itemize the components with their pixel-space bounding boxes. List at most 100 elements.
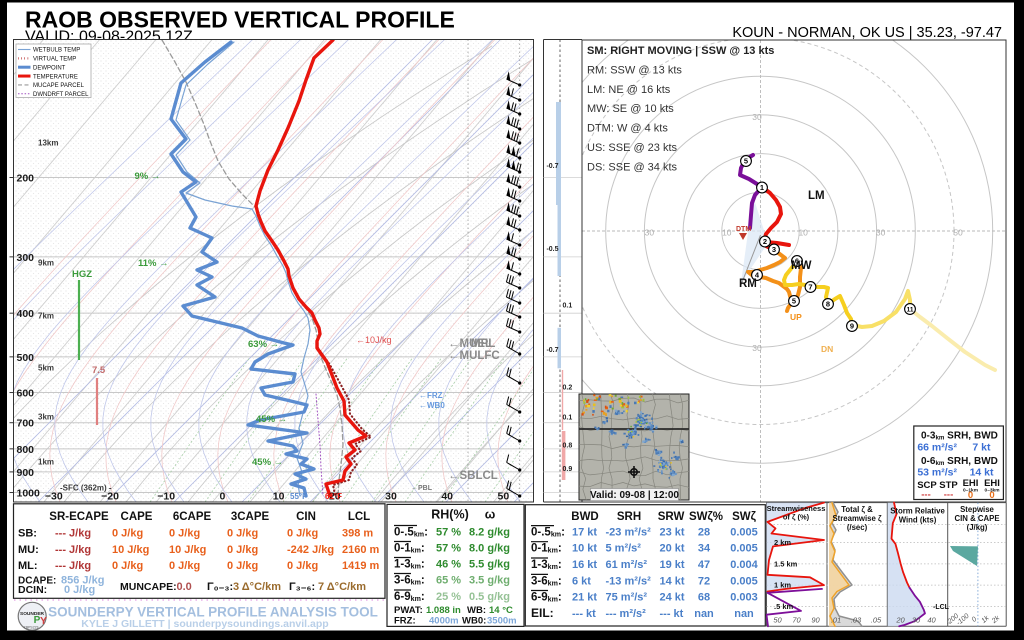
svg-text:14 kt: 14 kt bbox=[970, 467, 994, 479]
svg-text:Streamwise ζ: Streamwise ζ bbox=[832, 514, 882, 523]
svg-text:SRW: SRW bbox=[658, 511, 685, 523]
svg-text:28: 28 bbox=[698, 527, 710, 539]
svg-text:MPL: MPL bbox=[471, 338, 495, 350]
svg-text:9: 9 bbox=[850, 322, 854, 331]
svg-text:KYLE J GILLETT | sounderpysoun: KYLE J GILLETT | sounderpysoundings.anvi… bbox=[81, 618, 328, 630]
svg-text:4000m: 4000m bbox=[429, 616, 459, 627]
svg-text:30: 30 bbox=[752, 112, 762, 122]
svg-text:20: 20 bbox=[329, 491, 341, 503]
svg-text:55°F: 55°F bbox=[290, 492, 307, 501]
svg-text:SB:: SB: bbox=[18, 528, 37, 540]
svg-text:Streamwiseness: Streamwiseness bbox=[767, 504, 826, 513]
svg-text:45% →: 45% → bbox=[252, 457, 283, 468]
svg-text:14 kt: 14 kt bbox=[660, 575, 685, 587]
svg-text:600: 600 bbox=[17, 388, 35, 400]
svg-text:−30: −30 bbox=[45, 491, 63, 503]
svg-text:EHI: EHI bbox=[984, 478, 1000, 489]
svg-text:0.1: 0.1 bbox=[563, 303, 573, 310]
svg-text:8.2 g/kg: 8.2 g/kg bbox=[469, 527, 510, 539]
svg-text:1.088 in: 1.088 in bbox=[426, 605, 461, 616]
svg-text:FRZ:: FRZ: bbox=[394, 616, 416, 627]
svg-text:5: 5 bbox=[792, 297, 796, 306]
svg-text:WB:: WB: bbox=[467, 605, 486, 616]
svg-text:---: --- bbox=[921, 490, 931, 501]
svg-text:Total ζ &: Total ζ & bbox=[841, 505, 873, 514]
svg-text:-0.7: -0.7 bbox=[546, 347, 558, 354]
svg-text:72: 72 bbox=[698, 575, 710, 587]
svg-text:30: 30 bbox=[752, 343, 762, 353]
svg-text:←MUEL: ←MUEL bbox=[448, 338, 492, 350]
svg-text:34: 34 bbox=[698, 543, 711, 555]
svg-text:←WB0: ←WB0 bbox=[419, 401, 445, 410]
svg-text:DTM: W @ 4 kts: DTM: W @ 4 kts bbox=[587, 123, 668, 135]
svg-text:US: SSE @ 23 kts: US: SSE @ 23 kts bbox=[587, 142, 678, 154]
svg-text:0 J/kg: 0 J/kg bbox=[227, 528, 258, 540]
svg-text:0.8: 0.8 bbox=[563, 443, 573, 450]
svg-text:30: 30 bbox=[645, 228, 655, 238]
svg-text:5 m²/s²: 5 m²/s² bbox=[606, 543, 642, 555]
svg-text:LM: NE @ 16 kts: LM: NE @ 16 kts bbox=[587, 84, 671, 96]
svg-text:-LCL: -LCL bbox=[933, 604, 950, 611]
svg-text:900: 900 bbox=[17, 467, 35, 479]
svg-text:EHI: EHI bbox=[963, 478, 979, 489]
svg-text:10: 10 bbox=[722, 228, 732, 238]
svg-text:61°F: 61°F bbox=[325, 492, 342, 501]
svg-text:40: 40 bbox=[441, 491, 453, 503]
svg-text:20: 20 bbox=[895, 616, 905, 625]
svg-text:4: 4 bbox=[755, 271, 760, 280]
svg-text:24 kt: 24 kt bbox=[660, 592, 685, 604]
svg-text:ML:: ML: bbox=[18, 560, 38, 572]
svg-text:0.005: 0.005 bbox=[730, 543, 758, 555]
svg-text:0.005: 0.005 bbox=[730, 575, 758, 587]
svg-text:BWD: BWD bbox=[974, 431, 998, 442]
svg-text:0.005: 0.005 bbox=[730, 527, 758, 539]
svg-text:-23 m²/s²: -23 m²/s² bbox=[606, 527, 652, 539]
svg-text:--- m²/s²: --- m²/s² bbox=[606, 608, 647, 620]
svg-text:DWNDRFT PARCEL: DWNDRFT PARCEL bbox=[33, 92, 89, 98]
svg-text:400: 400 bbox=[17, 308, 35, 320]
svg-text:MW: MW bbox=[791, 260, 812, 272]
svg-text:200: 200 bbox=[17, 173, 35, 185]
svg-text:9km: 9km bbox=[38, 259, 54, 268]
svg-text:1: 1 bbox=[760, 183, 764, 192]
svg-text:1000: 1000 bbox=[17, 488, 41, 500]
svg-text:CIN: CIN bbox=[296, 511, 316, 523]
svg-text:SCP: SCP bbox=[917, 480, 937, 491]
svg-text:66 m²/s²: 66 m²/s² bbox=[917, 442, 957, 454]
svg-text:30: 30 bbox=[912, 616, 921, 625]
svg-text:2k: 2k bbox=[990, 614, 1001, 625]
svg-text:1-3km:: 1-3km: bbox=[394, 559, 425, 571]
svg-text:RH(%): RH(%) bbox=[431, 508, 469, 522]
svg-text:ω: ω bbox=[485, 508, 496, 522]
svg-text:45% →: 45% → bbox=[256, 414, 287, 425]
svg-text:0-6km SRH,: 0-6km SRH, bbox=[921, 456, 971, 467]
svg-text:←MULFC: ←MULFC bbox=[448, 350, 500, 362]
svg-text:-242 J/kg: -242 J/kg bbox=[287, 544, 334, 556]
svg-text:--- kt: --- kt bbox=[572, 608, 596, 620]
svg-text:21 kt: 21 kt bbox=[572, 592, 597, 604]
svg-text:of ζ (%): of ζ (%) bbox=[783, 513, 810, 522]
svg-text:3km: 3km bbox=[38, 413, 54, 422]
svg-text:0.2: 0.2 bbox=[563, 385, 573, 392]
svg-text:STP: STP bbox=[939, 480, 958, 491]
svg-text:47: 47 bbox=[698, 559, 710, 571]
svg-text:5km: 5km bbox=[38, 364, 54, 373]
svg-text:5.5 g/kg: 5.5 g/kg bbox=[469, 559, 510, 571]
svg-text:RAOB OBSERVED VERTICAL PROFILE: RAOB OBSERVED VERTICAL PROFILE bbox=[25, 7, 455, 33]
svg-text:40: 40 bbox=[927, 616, 936, 625]
svg-text:(J/kg): (J/kg) bbox=[967, 523, 988, 532]
svg-text:2 km: 2 km bbox=[774, 538, 791, 547]
svg-text:53 m²/s²: 53 m²/s² bbox=[917, 467, 957, 479]
svg-text:3-6km:: 3-6km: bbox=[531, 575, 562, 587]
svg-text:3.5 g/kg: 3.5 g/kg bbox=[469, 575, 510, 587]
svg-text:Stepwise: Stepwise bbox=[960, 505, 994, 514]
svg-text:0 J/kg: 0 J/kg bbox=[169, 560, 200, 572]
svg-text:Valid: 09-08 | 12:00: Valid: 09-08 | 12:00 bbox=[590, 490, 679, 501]
svg-text:←SBLCL: ←SBLCL bbox=[448, 470, 498, 482]
svg-text:0-3km SRH,: 0-3km SRH, bbox=[921, 431, 971, 442]
svg-text:VIRTUAL TEMP: VIRTUAL TEMP bbox=[33, 57, 76, 63]
svg-text:50: 50 bbox=[498, 491, 510, 503]
svg-text:2160 m: 2160 m bbox=[342, 544, 380, 556]
svg-text:DS: SSE @ 34 kts: DS: SSE @ 34 kts bbox=[587, 161, 678, 173]
svg-text:0.004: 0.004 bbox=[730, 559, 758, 571]
